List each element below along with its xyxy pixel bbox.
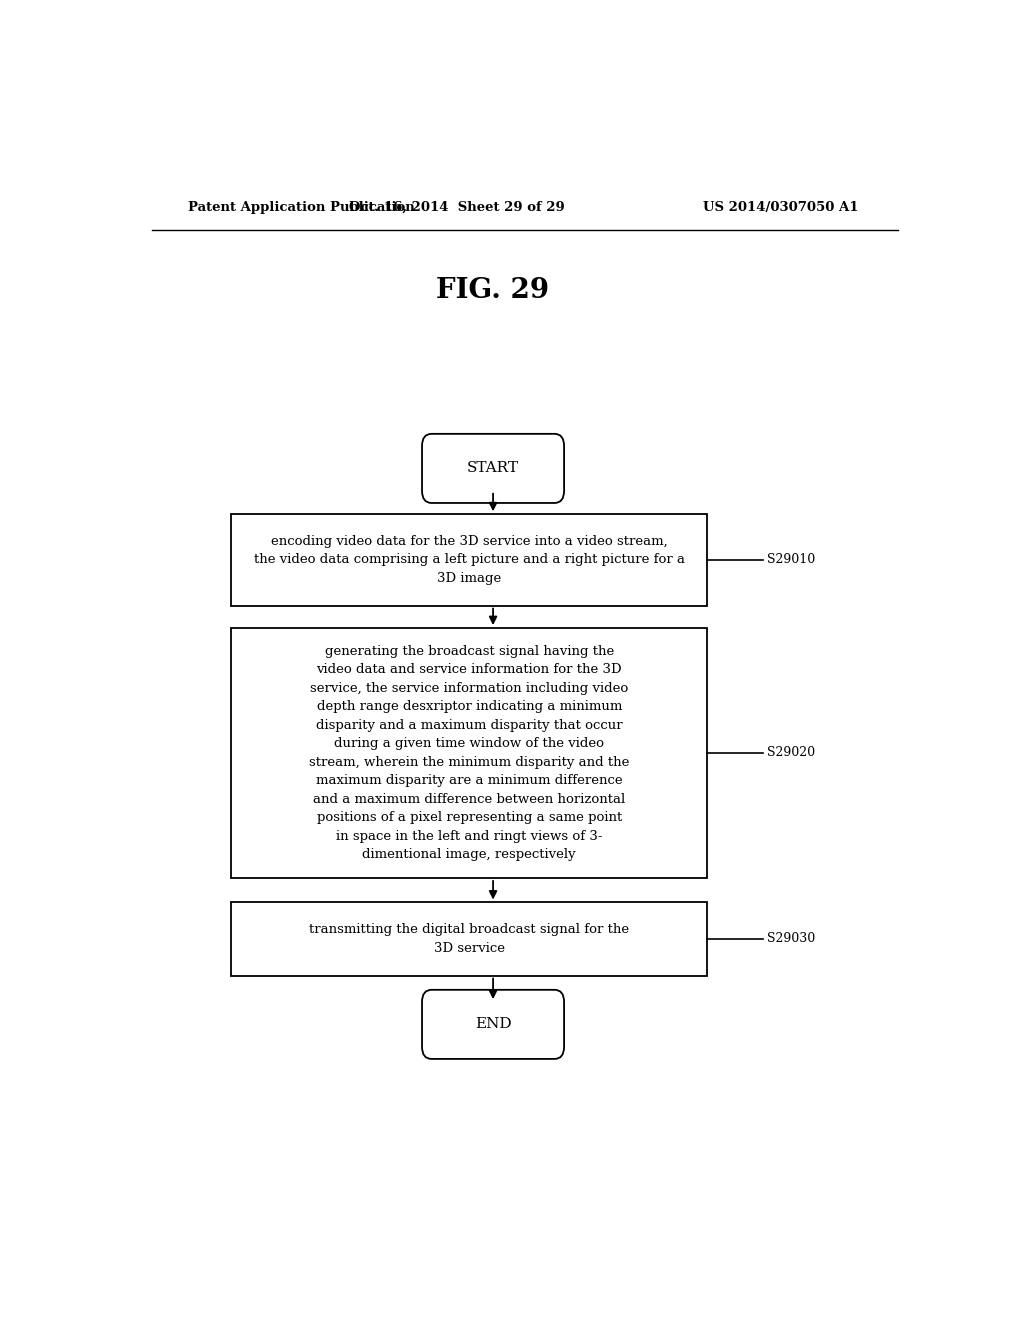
FancyBboxPatch shape <box>422 434 564 503</box>
Text: S29030: S29030 <box>767 932 815 945</box>
Text: S29010: S29010 <box>767 553 815 566</box>
Text: generating the broadcast signal having the
video data and service information fo: generating the broadcast signal having t… <box>309 644 630 861</box>
Text: US 2014/0307050 A1: US 2014/0307050 A1 <box>702 201 858 214</box>
Text: encoding video data for the 3D service into a video stream,
the video data compr: encoding video data for the 3D service i… <box>254 535 685 585</box>
Text: FIG. 29: FIG. 29 <box>436 277 550 304</box>
Bar <box>231 903 708 975</box>
Bar <box>231 515 708 606</box>
Bar <box>231 628 708 878</box>
Text: Patent Application Publication: Patent Application Publication <box>187 201 415 214</box>
Text: transmitting the digital broadcast signal for the
3D service: transmitting the digital broadcast signa… <box>309 923 630 954</box>
Text: START: START <box>467 462 519 475</box>
FancyBboxPatch shape <box>422 990 564 1059</box>
Text: Oct. 16, 2014  Sheet 29 of 29: Oct. 16, 2014 Sheet 29 of 29 <box>349 201 565 214</box>
Text: END: END <box>475 1018 511 1031</box>
Text: S29020: S29020 <box>767 747 815 759</box>
